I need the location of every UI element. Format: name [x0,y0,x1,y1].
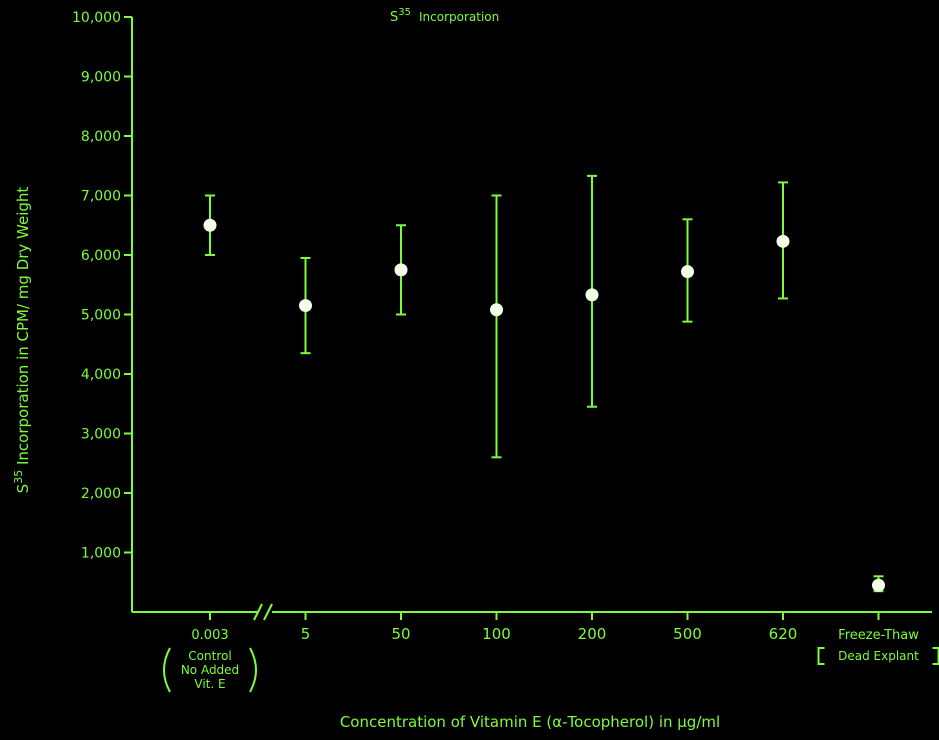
y-tick-label: 3,000 [81,427,121,443]
x-axis-label: Concentration of Vitamin E (α-Tocopherol… [340,713,720,731]
y-tick-label: 8,000 [81,129,121,145]
data-point [585,288,599,302]
x-tick-label: 200 [578,625,607,643]
y-tick-label: 5,000 [81,308,121,324]
data-point [681,265,694,279]
y-tick-label: 6,000 [81,248,121,264]
y-tick-label: 4,000 [81,367,121,383]
x-tick-sublabel: Vit. E [194,677,225,691]
y-tick-label: 7,000 [81,189,121,205]
y-axis-label: S35 Incorporation in CPM/ mg Dry Weight [12,187,32,494]
x-tick-label: 0.003 [191,628,228,643]
sublabel-bracket-right [932,647,939,665]
data-point [203,218,217,232]
data-point [776,234,790,248]
y-tick-label: 9,000 [81,70,121,86]
data-point [394,263,408,277]
x-tick-sublabel: Dead Explant [838,649,919,663]
sublabel-paren-right [249,647,257,693]
x-tick-label: 50 [391,625,410,643]
y-tick-label: 10,000 [72,10,121,26]
axis-break-mark [263,603,273,621]
data-point [299,299,312,313]
x-tick-label: 100 [482,625,511,643]
x-tick-sublabel: No Added [181,663,239,677]
x-tick-sublabel: Control [188,649,231,663]
x-tick-label: 500 [673,625,702,643]
y-tick-label: 1,000 [81,546,121,562]
axis-break-mark [253,603,263,621]
chart-title: S35 Incorporation [390,7,499,25]
data-point [872,578,885,592]
sublabel-paren-left [163,647,171,693]
x-tick-label: 5 [301,625,311,643]
x-tick-label: Freeze-Thaw [838,628,919,643]
y-tick-label: 2,000 [81,486,121,502]
sublabel-bracket-left [817,647,825,665]
data-point [490,303,503,317]
x-tick-label: 620 [769,625,798,643]
